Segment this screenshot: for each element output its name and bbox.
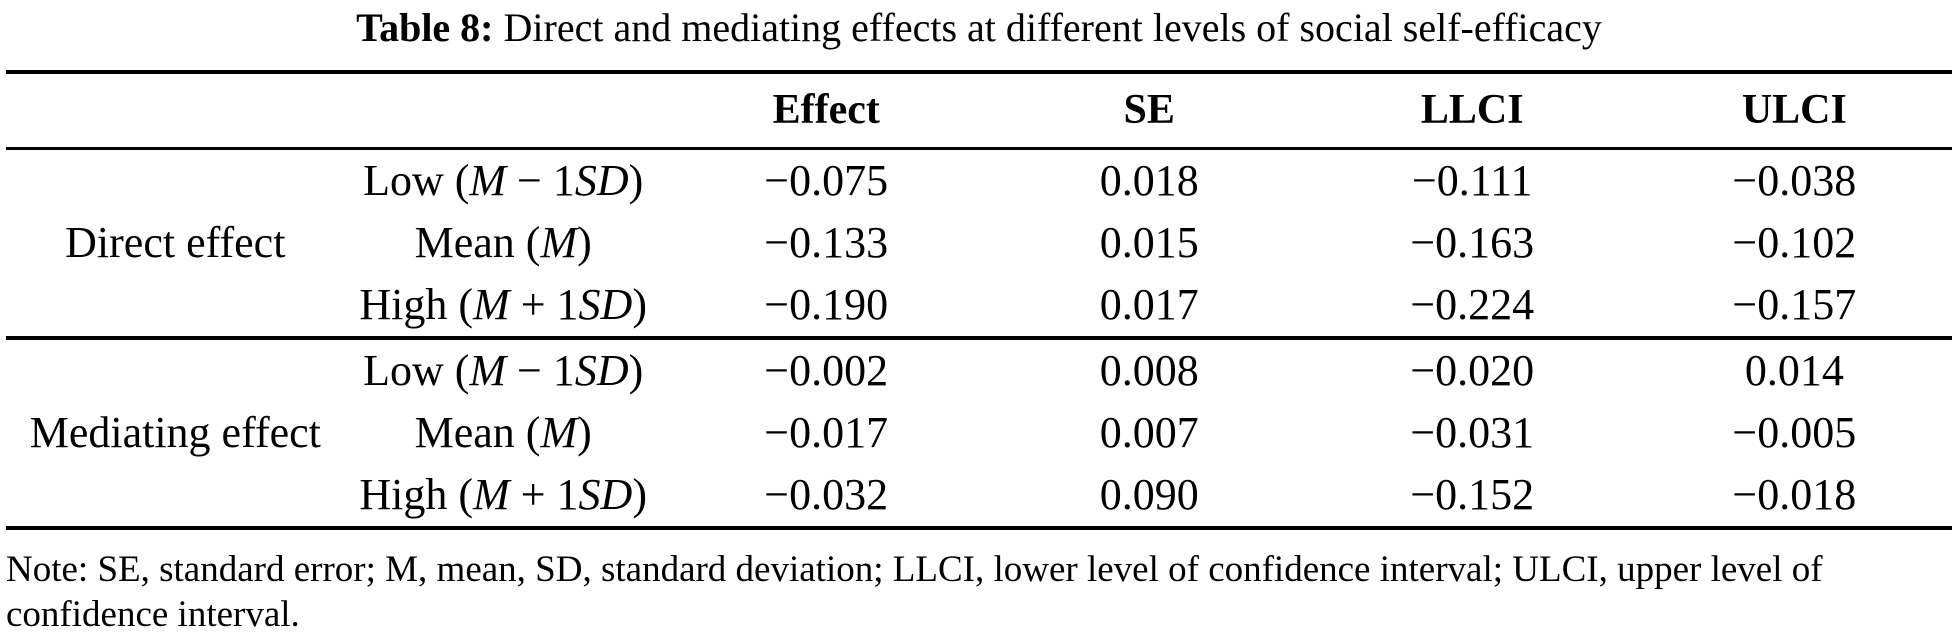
- level-variable: M: [469, 156, 507, 206]
- level-variable: M: [540, 408, 578, 458]
- value-cell: −0.002: [661, 336, 991, 403]
- value-cell: −0.017: [764, 408, 889, 458]
- column-header-llci: LLCI: [1307, 72, 1637, 151]
- effects-table: Effect SE LLCI ULCI Direct effect Low (M …: [6, 70, 1952, 531]
- value-cell: −0.133: [764, 218, 889, 268]
- level-variable: SD: [578, 470, 633, 520]
- value-cell: −0.032: [764, 470, 889, 520]
- level-variable: M: [473, 280, 510, 330]
- value-cell: −0.075: [764, 156, 889, 206]
- table-caption-text: Direct and mediating effects at differen…: [493, 5, 1602, 50]
- value-cell: −0.224: [1410, 280, 1535, 330]
- value-cell: −0.152: [1410, 470, 1535, 520]
- table-row: Direct effect Low (M − 1SD) −0.075 0.018 −0.…: [6, 149, 1952, 265]
- level-cell: Low (M − 1SD): [344, 336, 662, 403]
- value-cell: −0.157: [1732, 280, 1857, 330]
- value-cell: −0.190: [764, 280, 889, 330]
- level-variable: SD: [574, 346, 629, 396]
- value-cell: −0.163: [1410, 218, 1535, 268]
- level-text: ): [628, 346, 644, 396]
- value-cell: −0.038: [1732, 156, 1857, 206]
- level-text: High (: [359, 280, 474, 330]
- level-cell: High (M + 1SD): [345, 274, 662, 338]
- column-header-effect: Effect: [661, 72, 991, 151]
- table-row: High (M + 1SD) −0.032 0.090 −0.152 −0.018: [6, 464, 1952, 528]
- group-label-cell: Mediating effect: [6, 336, 345, 529]
- group-label-cell: Direct effect: [65, 218, 286, 268]
- level-variable: M: [469, 346, 507, 396]
- table-row: Mean (M) −0.133 0.015 −0.163 −0.102: [6, 212, 1952, 274]
- table-body: Direct effect Low (M − 1SD) −0.075 0.018 −0.…: [6, 149, 1952, 529]
- level-cell: High (M + 1SD): [345, 464, 662, 528]
- level-variable: M: [540, 218, 578, 268]
- level-text: − 1: [506, 156, 575, 206]
- value-cell: 0.015: [1099, 218, 1199, 268]
- level-text: ): [632, 280, 647, 330]
- table-caption-number: Table 8:: [356, 5, 494, 50]
- value-cell: 0.008: [990, 336, 1308, 403]
- level-text: Low (: [363, 156, 470, 206]
- table-row: Mediating effect Low (M − 1SD) −0.002 0.008…: [6, 336, 1952, 529]
- value-cell: −0.005: [1732, 408, 1857, 458]
- table-row: Mean (M) −0.017 0.007 −0.031 −0.005: [6, 402, 1952, 464]
- level-text: ): [577, 408, 592, 458]
- level-cell: Mean (M): [345, 212, 662, 274]
- value-cell: 0.017: [1099, 280, 1199, 330]
- value-cell: 0.014: [1636, 336, 1952, 403]
- level-variable: M: [473, 470, 510, 520]
- value-cell: −0.018: [1732, 470, 1857, 520]
- value-cell: 0.090: [1099, 470, 1199, 520]
- level-text: Mean (: [414, 408, 541, 458]
- level-text: Low (: [363, 346, 470, 396]
- level-text: ): [628, 156, 644, 206]
- value-cell: 0.018: [1099, 156, 1199, 206]
- level-text: High (: [359, 470, 474, 520]
- column-header-ulci: ULCI: [1636, 72, 1952, 151]
- value-cell: −0.020: [1307, 336, 1637, 403]
- level-variable: SD: [574, 156, 629, 206]
- header-row: Effect SE LLCI ULCI: [6, 72, 1952, 151]
- empty-header-cell: [6, 72, 345, 151]
- column-header-se: SE: [990, 72, 1308, 151]
- value-cell: 0.007: [1099, 408, 1199, 458]
- level-variable: SD: [578, 280, 633, 330]
- table-footnote: Note: SE, standard error; M, mean, SD, s…: [6, 549, 1823, 636]
- level-text: + 1: [509, 470, 579, 520]
- table-header: Effect SE LLCI ULCI: [6, 72, 1952, 151]
- level-text: + 1: [509, 280, 579, 330]
- level-text: − 1: [506, 346, 575, 396]
- table-caption: Table 8: Direct and mediating effects at…: [6, 4, 1952, 52]
- level-text: Mean (: [414, 218, 541, 268]
- level-cell: Low (M − 1SD): [345, 149, 662, 213]
- level-text: ): [632, 470, 647, 520]
- value-cell: −0.102: [1732, 218, 1857, 268]
- value-cell: −0.111: [1411, 156, 1533, 206]
- level-text: ): [577, 218, 592, 268]
- value-cell: −0.031: [1410, 408, 1535, 458]
- empty-header-cell: [344, 72, 662, 151]
- level-cell: Mean (M): [345, 402, 662, 464]
- table-row: High (M + 1SD) −0.190 0.017 −0.224 −0.157: [6, 274, 1952, 338]
